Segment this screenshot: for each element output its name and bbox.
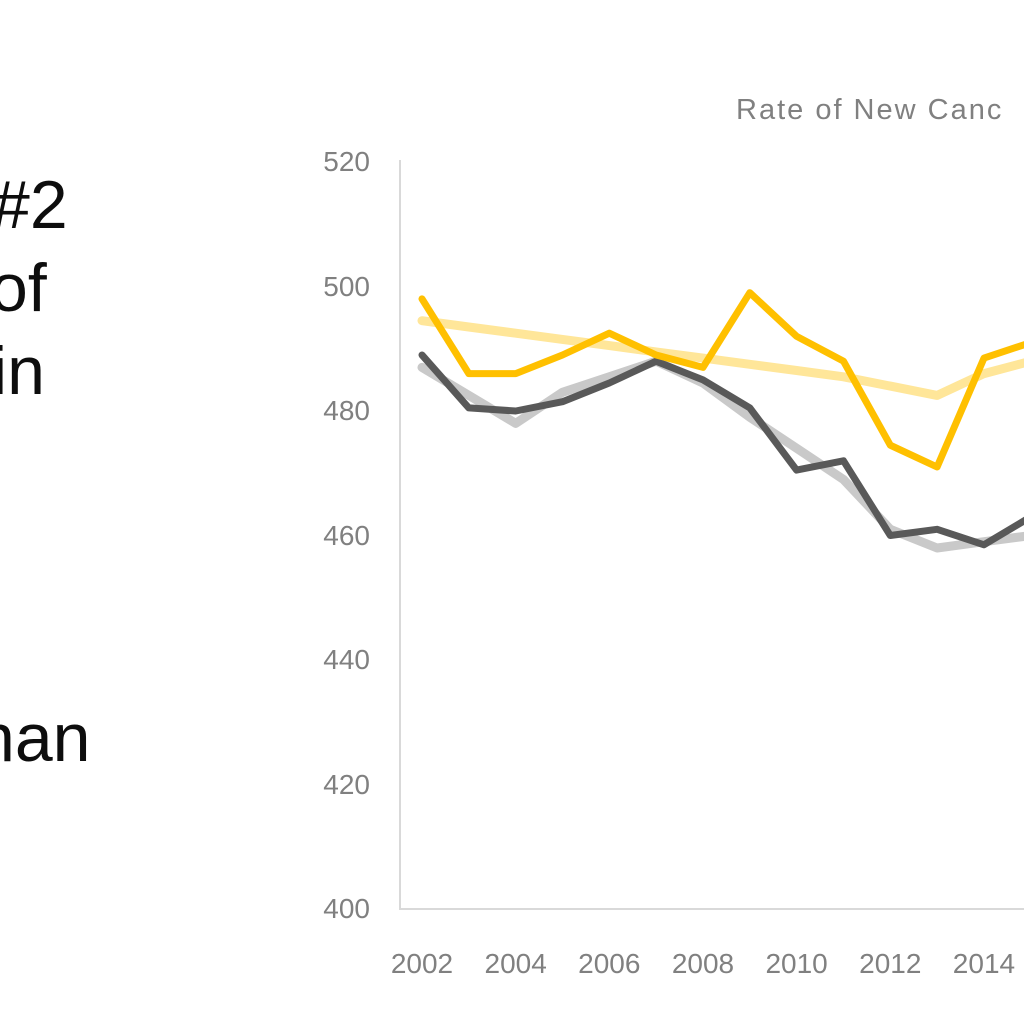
series-line-gold-series: [418, 289, 1024, 471]
x-tick-label-2006: 2006: [578, 948, 641, 979]
headline-fragment-4: han: [0, 700, 91, 776]
x-tick-label-2014: 2014: [952, 948, 1016, 979]
y-tick-label-460: 460: [323, 519, 370, 551]
headline-fragment-2: of: [0, 250, 47, 326]
x-tick-label-2008: 2008: [671, 948, 735, 979]
chart-title: Rate of New Canc: [736, 94, 1004, 126]
headline-fragment-3: in: [0, 333, 45, 409]
x-tick-label-2002: 2002: [390, 948, 454, 979]
y-tick-label-480: 480: [323, 395, 370, 426]
x-tick-label-2012: 2012: [859, 948, 922, 979]
headline-fragment-1: #2: [0, 167, 68, 243]
x-tick-label-2004: 2004: [484, 948, 547, 979]
y-tick-label-420: 420: [323, 768, 370, 800]
y-tick-label-440: 440: [323, 644, 370, 675]
chart-series-group: [417, 289, 1024, 553]
x-tick-label-2010: 2010: [765, 948, 828, 979]
y-tick-label-400: 400: [323, 893, 370, 924]
y-tick-label-500: 500: [323, 270, 370, 302]
series-line-gray-trend-line: [417, 356, 1024, 553]
series-line-gold-trend-line: [417, 316, 1024, 400]
y-tick-label-520: 520: [323, 146, 370, 177]
series-line-dark-gray-series: [418, 351, 1024, 549]
